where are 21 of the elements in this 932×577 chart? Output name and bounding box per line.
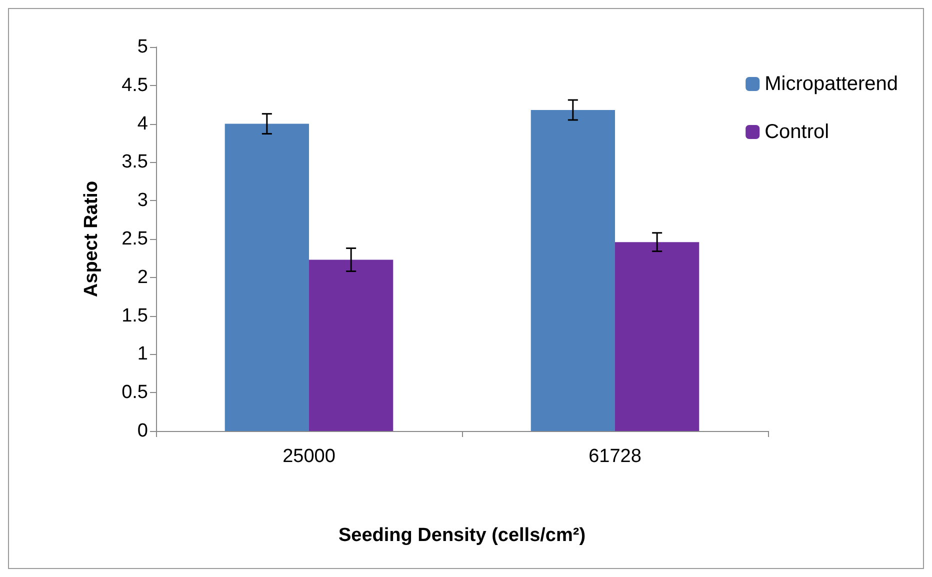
bar (615, 242, 700, 431)
y-tick-label: 1 (137, 344, 148, 365)
y-tick-label: 2.5 (122, 228, 148, 250)
y-tick-label: 1.5 (122, 305, 148, 326)
y-axis-title: Aspect Ratio (81, 180, 102, 298)
y-tick-label: 3.5 (122, 152, 148, 173)
x-tick-label: 25000 (282, 446, 336, 467)
y-tick-label: 4.5 (122, 74, 148, 96)
y-tick-label: 3 (137, 190, 148, 212)
y-tick-label: 0.5 (122, 382, 148, 404)
legend-label: Control (764, 121, 830, 143)
x-axis-title: Seeding Density (cells/cm²) (338, 525, 586, 546)
y-tick-label: 4 (137, 113, 148, 134)
y-tick-label: 2 (137, 266, 148, 288)
x-tick-label: 61728 (588, 446, 642, 467)
legend-label: Micropatterend (764, 73, 898, 95)
y-tick-label: 0 (137, 420, 148, 442)
bar (309, 260, 394, 431)
bar (530, 110, 615, 431)
y-tick-label: 5 (137, 36, 148, 58)
bar (224, 124, 309, 431)
